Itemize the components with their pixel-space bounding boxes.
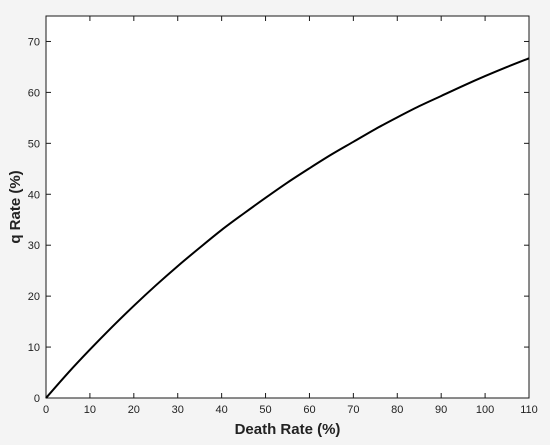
y-axis-title: q Rate (%) <box>7 170 24 243</box>
x-tick-label: 0 <box>43 404 49 416</box>
y-tick-label: 0 <box>34 393 40 405</box>
x-tick-label: 40 <box>216 404 228 416</box>
y-tick-label: 50 <box>28 138 40 150</box>
x-tick-label: 80 <box>391 404 403 416</box>
x-axis-ticks: 0 10 20 30 40 50 60 70 80 90 100 110 <box>43 16 538 416</box>
plot-area <box>45 15 530 399</box>
y-axis-ticks: 0 10 20 30 40 50 60 70 <box>28 36 529 405</box>
x-tick-label: 70 <box>347 404 359 416</box>
x-tick-label: 90 <box>435 404 447 416</box>
x-tick-label: 100 <box>476 404 494 416</box>
x-axis-title: Death Rate (%) <box>235 421 341 438</box>
y-tick-label: 60 <box>28 87 40 99</box>
y-tick-label: 10 <box>28 342 40 354</box>
y-tick-label: 20 <box>28 291 40 303</box>
x-tick-label: 110 <box>520 404 538 416</box>
series-layer <box>45 57 530 399</box>
series-line <box>45 57 530 399</box>
x-tick-label: 60 <box>303 404 315 416</box>
x-tick-label: 50 <box>259 404 271 416</box>
x-tick-label: 20 <box>128 404 140 416</box>
x-tick-label: 10 <box>84 404 96 416</box>
y-tick-label: 40 <box>28 189 40 201</box>
y-tick-label: 30 <box>28 240 40 252</box>
x-tick-label: 30 <box>172 404 184 416</box>
y-tick-label: 70 <box>28 36 40 48</box>
